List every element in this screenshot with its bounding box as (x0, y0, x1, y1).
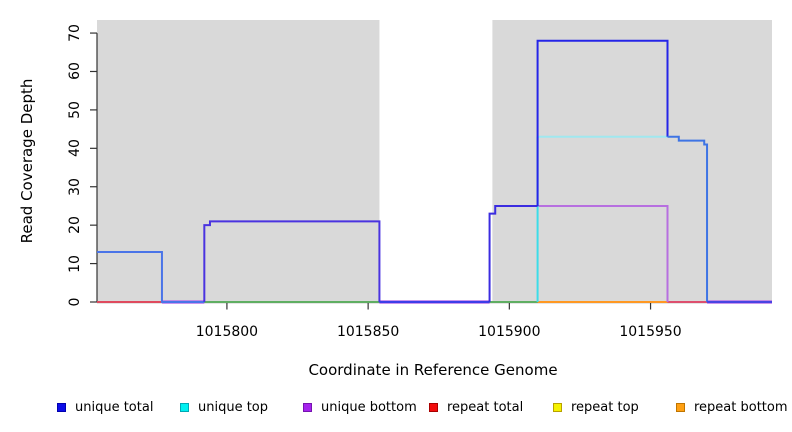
y-tick-label: 20 (67, 216, 83, 235)
series-line (488, 204, 538, 302)
legend-label: repeat top (571, 400, 639, 415)
highlight-region (492, 20, 772, 303)
y-tick-label: 70 (67, 24, 83, 42)
y-tick-label: 30 (67, 177, 83, 196)
series-line (667, 135, 709, 302)
legend-item: repeat bottom (676, 400, 788, 415)
x-axis-title: Coordinate in Reference Genome (308, 361, 558, 379)
legend-item: unique total (57, 400, 153, 415)
legend-swatch-icon (303, 403, 312, 412)
series-line (203, 220, 381, 302)
legend-label: repeat bottom (694, 400, 788, 415)
y-tick-label: 0 (67, 297, 83, 307)
legend-swatch-icon (429, 403, 438, 412)
highlight-region (97, 20, 380, 303)
legend-swatch-icon (57, 403, 66, 412)
y-tick-label: 40 (67, 139, 83, 158)
y-tick-label: 50 (67, 100, 83, 119)
legend-label: repeat total (447, 400, 524, 415)
x-tick-label: 1015800 (195, 324, 259, 340)
x-tick-label: 1015900 (478, 324, 541, 340)
x-tick-label: 1015850 (336, 324, 400, 340)
y-tick-label: 10 (67, 254, 83, 273)
legend-swatch-icon (676, 403, 685, 412)
legend-label: unique bottom (321, 400, 417, 415)
legend-item: repeat total (429, 400, 523, 415)
series-line (537, 204, 669, 302)
legend-swatch-icon (180, 403, 189, 412)
y-tick-label: 60 (67, 62, 83, 81)
y-axis-title: Read Coverage Depth (18, 78, 36, 244)
legend-label: unique total (75, 400, 154, 415)
legend-label: unique top (198, 400, 269, 415)
legend-item: unique bottom (303, 400, 417, 415)
legend-item: repeat top (553, 400, 639, 415)
legend-item: unique top (180, 400, 268, 415)
series-line (97, 251, 205, 303)
x-tick-label: 1015950 (619, 324, 682, 340)
series-line (536, 39, 669, 206)
legend-swatch-icon (553, 403, 562, 412)
